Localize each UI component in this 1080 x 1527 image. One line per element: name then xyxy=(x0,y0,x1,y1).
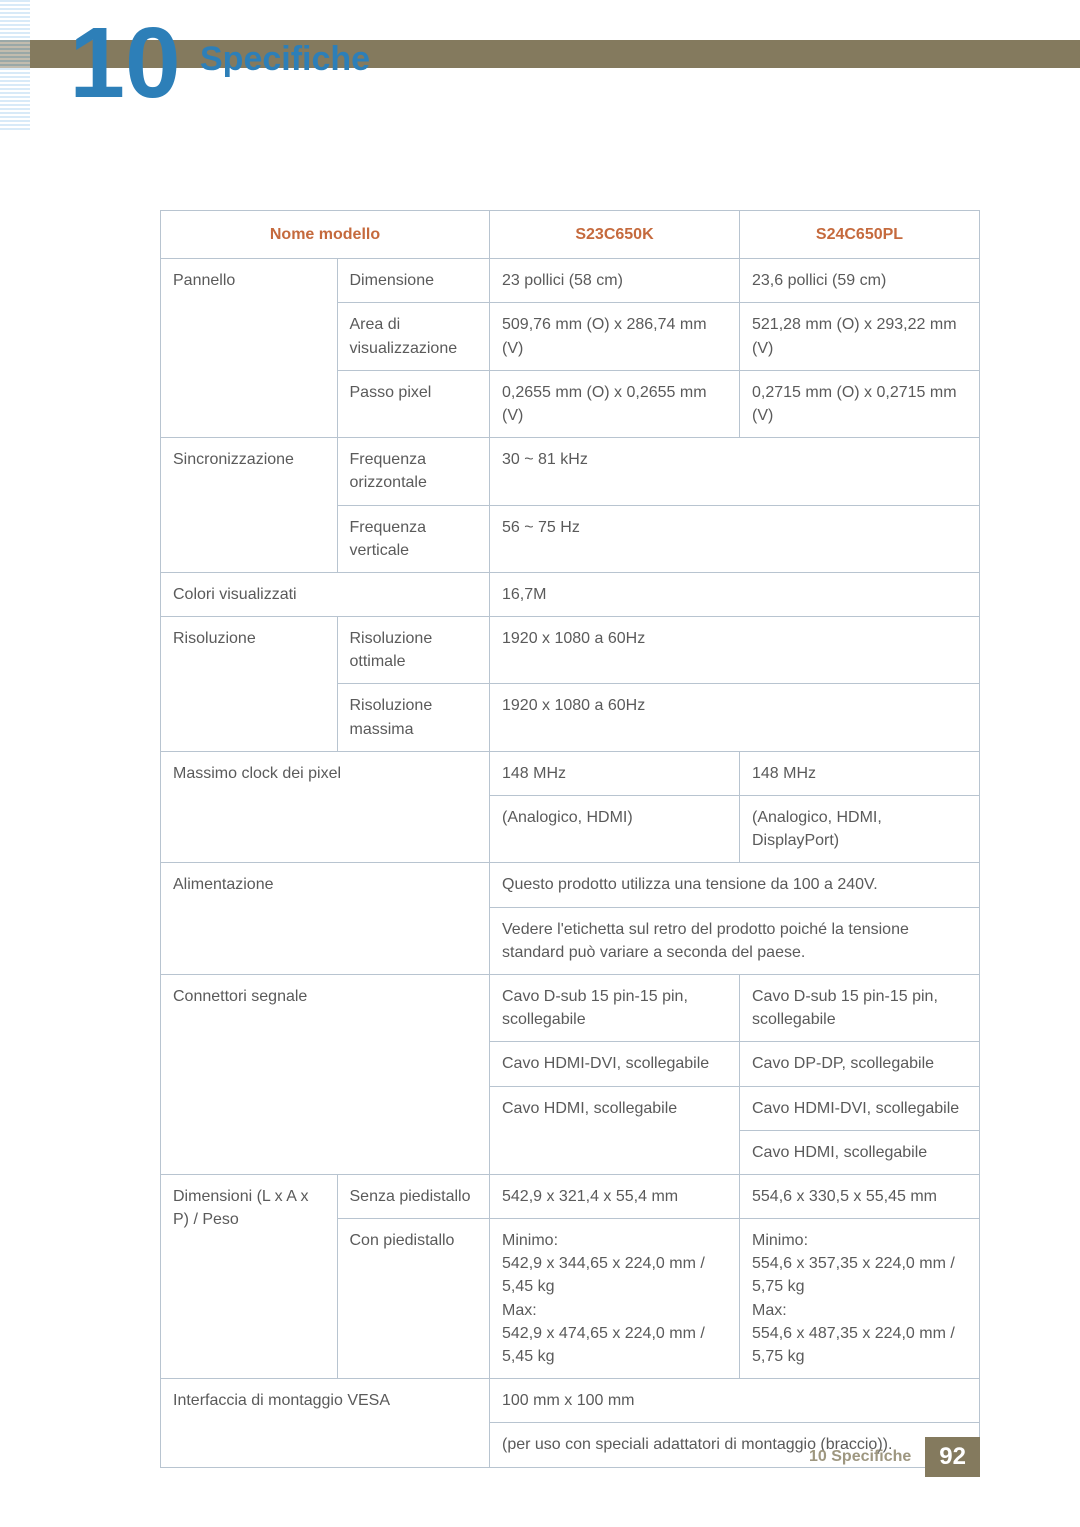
cell-ris-max: 1920 x 1080 a 60Hz xyxy=(490,684,980,751)
cell-ris-opt: 1920 x 1080 a 60Hz xyxy=(490,617,980,684)
row-pannello: Pannello xyxy=(161,259,338,438)
cell-conn1b: Cavo HDMI-DVI, scollegabile xyxy=(490,1042,740,1086)
row-alim: Alimentazione xyxy=(161,863,490,975)
cell-clock1: 148 MHz xyxy=(490,751,740,795)
row-senza: Senza piedistallo xyxy=(337,1174,490,1218)
cell-passo2: 0,2715 mm (O) x 0,2715 mm (V) xyxy=(740,370,980,437)
header-model2: S24C650PL xyxy=(740,211,980,259)
cell-conn2b: Cavo DP-DP, scollegabile xyxy=(740,1042,980,1086)
cell-con1: Minimo: 542,9 x 344,65 x 224,0 mm / 5,45… xyxy=(490,1219,740,1379)
cell-freq-h: 30 ~ 81 kHz xyxy=(490,438,980,505)
spec-table: Nome modello S23C650K S24C650PL Pannello… xyxy=(160,210,980,1468)
row-colori: Colori visualizzati xyxy=(161,572,490,616)
chapter-badge: 10 xyxy=(70,8,180,118)
cell-clock2: 148 MHz xyxy=(740,751,980,795)
row-ris-max: Risoluzione massima xyxy=(337,684,490,751)
row-con: Con piedistallo xyxy=(337,1219,490,1379)
cell-con2: Minimo: 554,6 x 357,35 x 224,0 mm / 5,75… xyxy=(740,1219,980,1379)
header-model1: S23C650K xyxy=(490,211,740,259)
cell-alim1: Questo prodotto utilizza una tensione da… xyxy=(490,863,980,907)
cell-conn1a: Cavo D-sub 15 pin-15 pin, scollegabile xyxy=(490,974,740,1041)
cell-dim1: 23 pollici (58 cm) xyxy=(490,259,740,303)
footer-text: 10 Specifiche xyxy=(809,1448,911,1466)
row-risoluzione: Risoluzione xyxy=(161,617,338,752)
row-area: Area di visualizzazione xyxy=(337,303,490,370)
cell-conn2d: Cavo HDMI, scollegabile xyxy=(740,1130,980,1174)
cell-clock1b: (Analogico, HDMI) xyxy=(490,796,740,863)
cell-dim2: 23,6 pollici (59 cm) xyxy=(740,259,980,303)
cell-freq-v: 56 ~ 75 Hz xyxy=(490,505,980,572)
cell-conn1c: Cavo HDMI, scollegabile xyxy=(490,1086,740,1174)
row-freq-h: Frequenza orizzontale xyxy=(337,438,490,505)
row-sync: Sincronizzazione xyxy=(161,438,338,573)
footer: 10 Specifiche 92 xyxy=(809,1437,980,1477)
row-freq-v: Frequenza verticale xyxy=(337,505,490,572)
row-clock: Massimo clock dei pixel xyxy=(161,751,490,863)
row-conn: Connettori segnale xyxy=(161,974,490,1174)
cell-alim2: Vedere l'etichetta sul retro del prodott… xyxy=(490,907,980,974)
cell-senza2: 554,6 x 330,5 x 55,45 mm xyxy=(740,1174,980,1218)
row-vesa: Interfaccia di montaggio VESA xyxy=(161,1379,490,1467)
cell-vesa1: 100 mm x 100 mm xyxy=(490,1379,980,1423)
row-dim-label: Dimensioni (L x A x P) / Peso xyxy=(161,1174,338,1378)
row-passo: Passo pixel xyxy=(337,370,490,437)
cell-conn2c: Cavo HDMI-DVI, scollegabile xyxy=(740,1086,980,1130)
cell-area2: 521,28 mm (O) x 293,22 mm (V) xyxy=(740,303,980,370)
chapter-number: 10 xyxy=(69,13,180,113)
cell-colori: 16,7M xyxy=(490,572,980,616)
row-ris-opt: Risoluzione ottimale xyxy=(337,617,490,684)
footer-page: 92 xyxy=(925,1437,980,1477)
cell-passo1: 0,2655 mm (O) x 0,2655 mm (V) xyxy=(490,370,740,437)
cell-senza1: 542,9 x 321,4 x 55,4 mm xyxy=(490,1174,740,1218)
left-stripe xyxy=(0,0,30,130)
header-name-model: Nome modello xyxy=(161,211,490,259)
cell-area1: 509,76 mm (O) x 286,74 mm (V) xyxy=(490,303,740,370)
chapter-title: Specifiche xyxy=(200,40,370,79)
row-dimensione: Dimensione xyxy=(337,259,490,303)
cell-conn2a: Cavo D-sub 15 pin-15 pin, scollegabile xyxy=(740,974,980,1041)
cell-clock2b: (Analogico, HDMI, DisplayPort) xyxy=(740,796,980,863)
